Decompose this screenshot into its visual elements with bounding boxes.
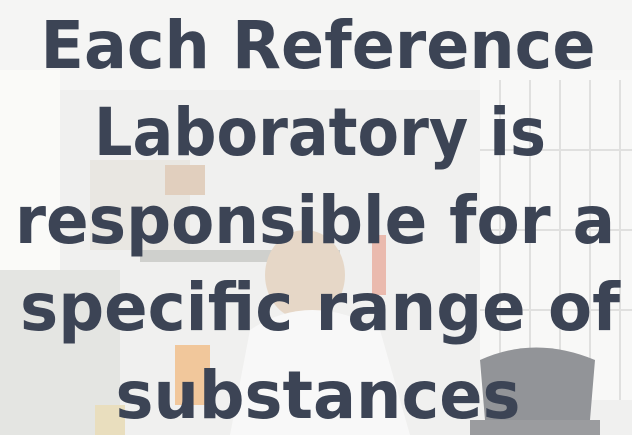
image: Each Reference Laboratory is responsible… — [0, 0, 632, 435]
headline-line: responsible for a — [15, 182, 615, 259]
headline-line: substances — [116, 357, 521, 434]
headline-line: Each Reference — [41, 7, 596, 84]
headline-line: Laboratory is — [94, 94, 546, 171]
page: Each Reference Laboratory is responsible… — [0, 0, 632, 435]
headline-line: specific range of — [20, 269, 621, 346]
